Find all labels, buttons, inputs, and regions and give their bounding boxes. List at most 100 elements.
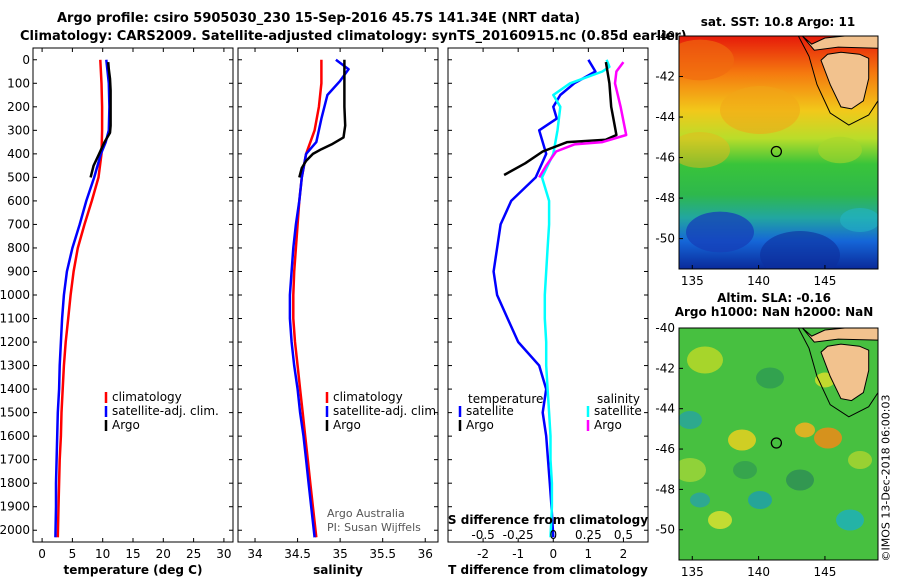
plot-frame	[237, 47, 439, 543]
depth-tick-label: 500	[7, 170, 30, 184]
legend-label: Argo	[333, 418, 361, 432]
series-line-satellite-adj-clim-	[288, 58, 350, 538]
x-tick-label: 10	[95, 547, 110, 561]
lon-tick-label: 145	[813, 274, 836, 288]
panel-salinity: 34 34.5 35 35.5 36 salinity climatologysatelli…	[237, 47, 440, 577]
sla-blob	[728, 429, 756, 451]
depth-tick-label: 100	[7, 76, 30, 90]
depth-tick-label: 300	[7, 123, 30, 137]
x-tick-label: 2	[620, 547, 628, 561]
x-tick-label: 35	[332, 547, 347, 561]
x-tick-label-secondary: 0.5	[614, 528, 633, 542]
depth-tick-label: 800	[7, 241, 30, 255]
sla-blob	[679, 458, 706, 482]
sla-blob	[679, 411, 702, 429]
lat-tick-label: -42	[655, 361, 675, 375]
x-tick-label: 34.5	[284, 547, 311, 561]
lat-tick-label: -48	[655, 482, 675, 496]
tasmania-land	[820, 343, 870, 402]
x-tick-label-secondary: 0	[549, 528, 557, 542]
depth-tick-label: 1000	[0, 288, 30, 302]
legend-label: climatology	[112, 390, 182, 404]
lon-tick-label: 135	[681, 274, 704, 288]
map-title: Altim. SLA: -0.16	[717, 291, 831, 305]
x-tick-label-secondary: -0.5	[471, 528, 494, 542]
legend-label: Argo	[466, 418, 494, 432]
x-tick-label: 0	[38, 547, 46, 561]
sla-field	[679, 328, 878, 560]
x-tick-label: 20	[156, 547, 171, 561]
lat-tick-label: -46	[655, 442, 675, 456]
lon-tick-label: 135	[681, 565, 704, 579]
lat-tick-label: -46	[655, 151, 675, 165]
x-tick-label: 35.5	[369, 547, 396, 561]
x-axis-label-secondary: S difference from climatology	[448, 513, 648, 527]
lat-tick-label: -40	[655, 321, 675, 335]
sst-blob	[679, 132, 730, 168]
sst-blob	[686, 211, 754, 253]
series-line-satellite	[492, 59, 597, 538]
x-tick-label: -2	[477, 547, 489, 561]
lon-tick-label: 140	[747, 274, 770, 288]
series-line-argo	[503, 61, 618, 177]
argo-position-marker	[770, 437, 783, 449]
sla-blob	[795, 422, 815, 438]
plot-frame	[32, 47, 234, 543]
shelf-contour	[797, 36, 878, 126]
x-tick-label: 34	[247, 547, 262, 561]
depth-tick-label: 2000	[0, 523, 30, 537]
legend-label: satellite-adj. clim.	[112, 404, 219, 418]
lat-tick-label: -44	[655, 402, 675, 416]
sst-blob	[679, 39, 734, 81]
series-line-satellite	[540, 59, 611, 538]
series-line-argo	[298, 59, 347, 178]
panel-difference: -2 -1 0 1 2 T difference from climatology temp…	[447, 47, 649, 577]
depth-tick-label: 1700	[0, 453, 30, 467]
series-line-argo	[89, 61, 112, 178]
lat-tick-label: -42	[655, 70, 675, 84]
sla-blob	[708, 511, 732, 529]
x-tick-label: 1	[585, 547, 593, 561]
x-tick-label-secondary: 0.25	[575, 528, 602, 542]
legend-label: satellite-adj. clim.	[333, 404, 440, 418]
lat-tick-label: -50	[655, 523, 675, 537]
x-tick-label: 30	[216, 547, 231, 561]
map-frame	[678, 35, 879, 270]
mainland-land	[802, 328, 878, 343]
sla-blob	[756, 367, 784, 389]
depth-tick-label: 1600	[0, 429, 30, 443]
x-tick-label: 5	[69, 547, 77, 561]
map-frame	[678, 327, 879, 561]
depth-tick-label: 200	[7, 100, 30, 114]
argo-position-marker	[770, 145, 783, 158]
depth-tick-label: 900	[7, 264, 30, 278]
sst-field	[679, 36, 878, 269]
sst-blob	[818, 136, 862, 164]
sst-blob	[840, 208, 878, 232]
sla-blob	[848, 451, 872, 469]
map-title: sat. SST: 10.8 Argo: 11	[701, 15, 855, 29]
sla-blob	[748, 491, 772, 509]
depth-tick-label: 1200	[0, 335, 30, 349]
x-tick-label: -1	[512, 547, 524, 561]
depth-tick-label: 1100	[0, 312, 30, 326]
title-line-2: Climatology: CARS2009. Satellite-adjuste…	[20, 29, 687, 44]
legend-label: climatology	[333, 390, 403, 404]
x-tick-label-secondary: -0.25	[503, 528, 534, 542]
panel-sla-map: -40 -42 -44 -46 -48 -50 135 140 145 Altim. SLA: -…	[655, 291, 879, 579]
legend-title: salinity	[597, 392, 640, 406]
sla-blob	[836, 509, 864, 531]
series-line-climatology	[56, 59, 104, 538]
lat-tick-label: -40	[655, 29, 675, 43]
legend-label: satellite	[594, 404, 642, 418]
mainland-land	[802, 36, 878, 51]
legend-label: satellite	[466, 404, 514, 418]
sla-blob	[687, 346, 723, 374]
series-line-argo	[538, 61, 628, 179]
lat-tick-label: -48	[655, 191, 675, 205]
lon-tick-label: 140	[747, 565, 770, 579]
legend-label: Argo	[594, 418, 622, 432]
x-axis-label: temperature (deg C)	[64, 563, 203, 577]
x-tick-label: 0	[549, 547, 557, 561]
